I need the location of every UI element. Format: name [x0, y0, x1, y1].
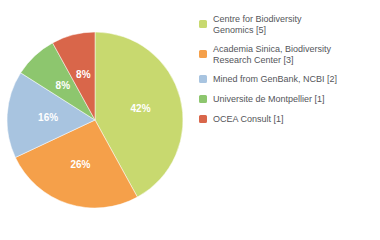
svg-text:Mined from GenBank, NCBI [2]: Mined from GenBank, NCBI [2]: [213, 74, 337, 84]
svg-text:Academia Sinica, Biodiversity: Academia Sinica, Biodiversity: [213, 44, 332, 54]
svg-text:16%: 16%: [38, 112, 58, 123]
svg-text:OCEA Consult [1]: OCEA Consult [1]: [213, 114, 284, 124]
svg-text:8%: 8%: [76, 69, 91, 80]
svg-text:8%: 8%: [56, 80, 71, 91]
svg-text:26%: 26%: [70, 159, 90, 170]
svg-text:Genomics [5]: Genomics [5]: [213, 25, 266, 35]
svg-text:Centre for Biodiversity: Centre for Biodiversity: [213, 14, 302, 24]
svg-text:42%: 42%: [131, 103, 151, 114]
svg-text:Universite de Montpellier [1]: Universite de Montpellier [1]: [213, 94, 325, 104]
svg-text:Research Center [3]: Research Center [3]: [213, 55, 294, 65]
